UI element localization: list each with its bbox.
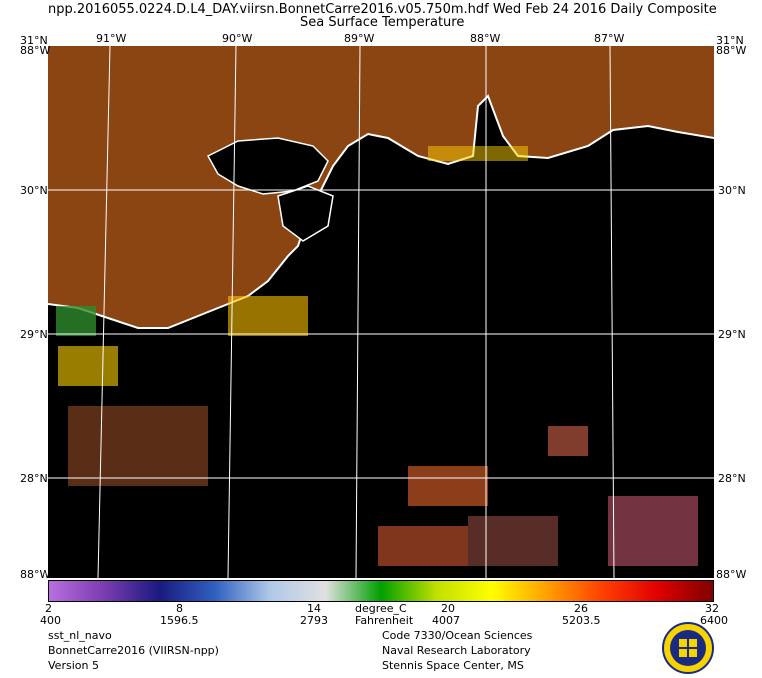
sst-map-svg [48, 46, 714, 578]
meridian-87w [609, 46, 615, 578]
sst-pixel-cluster [408, 466, 488, 506]
colorbar-tick-c: 2 [45, 602, 52, 615]
sst-pixel-cluster [608, 496, 698, 566]
lat-label-right: 29°N [718, 328, 746, 341]
sst-pixel-cluster [58, 346, 118, 386]
colorbar-tick-f: 2793 [300, 614, 328, 627]
footer-version: Version 5 [48, 659, 99, 672]
footer-product: sst_nl_navo [48, 629, 112, 642]
meridian-89w [355, 46, 361, 578]
sst-pixel-cluster [228, 296, 308, 336]
footer-dataset: BonnetCarre2016 (VIIRSN-npp) [48, 644, 219, 657]
footer-code: Code 7330/Ocean Sciences [382, 629, 533, 642]
lake-borgne [277, 185, 334, 242]
colorbar-tick-f: 5203.5 [562, 614, 601, 627]
lon-label: 91°W [96, 32, 127, 45]
lon-label: 87°W [594, 32, 625, 45]
footer-lab: Naval Research Laboratory [382, 644, 531, 657]
footer-location: Stennis Space Center, MS [382, 659, 524, 672]
sst-map [48, 46, 714, 578]
land-region [48, 46, 714, 328]
colorbar-tick-c: 26 [574, 602, 588, 615]
meridian-90w [227, 46, 237, 578]
corner-lat-top-left: 31°N [20, 34, 48, 47]
colorbar-unit-f: Fahrenheit [355, 614, 414, 627]
lat-label-left: 30°N [20, 184, 48, 197]
image-subtitle: Sea Surface Temperature [300, 15, 465, 30]
colorbar-tick-c: 32 [705, 602, 719, 615]
colorbar-tick-f: 1596.5 [160, 614, 199, 627]
lat-label-right: 30°N [718, 184, 746, 197]
lon-label: 90°W [222, 32, 253, 45]
corner-lon-top-right: 88°W [716, 44, 747, 57]
corner-lon-top-left: 88°W [20, 44, 51, 57]
corner-lon-bottom-right: 88°W [716, 568, 747, 581]
sst-colorbar [48, 580, 714, 602]
lat-label-left: 29°N [20, 328, 48, 341]
sst-pixel-cluster [468, 516, 558, 566]
colorbar-tick-c: 20 [441, 602, 455, 615]
lat-label-right: 28°N [718, 472, 746, 485]
graticule [48, 46, 714, 578]
sst-pixel-cluster [68, 406, 208, 486]
colorbar-tick-f: 400 [40, 614, 61, 627]
colorbar-tick-c: 14 [307, 602, 321, 615]
colorbar-tick-c: 8 [176, 602, 183, 615]
lat-label-left: 28°N [20, 472, 48, 485]
image-title: npp.2016055.0224.D.L4_DAY.viirsn.BonnetC… [48, 2, 717, 17]
sst-pixel-cluster [56, 306, 96, 336]
colorbar-unit-c: degree_C [355, 602, 407, 615]
sst-pixel-cluster [548, 426, 588, 456]
sst-pixel-cluster [378, 526, 468, 566]
sst-pixels [56, 146, 698, 566]
colorbar-tick-f: 4007 [432, 614, 460, 627]
coastline [48, 94, 714, 329]
lon-label: 89°W [344, 32, 375, 45]
corner-lat-top-right: 31°N [716, 34, 744, 47]
lon-label: 88°W [470, 32, 501, 45]
lake-pontchartrain [206, 137, 329, 195]
nrl-seal-logo [662, 622, 714, 674]
corner-lon-bottom-left: 88°W [20, 568, 51, 581]
sst-pixel-cluster [428, 146, 528, 161]
colorbar-tick-f: 6400 [700, 614, 728, 627]
meridian-91w [97, 46, 111, 578]
